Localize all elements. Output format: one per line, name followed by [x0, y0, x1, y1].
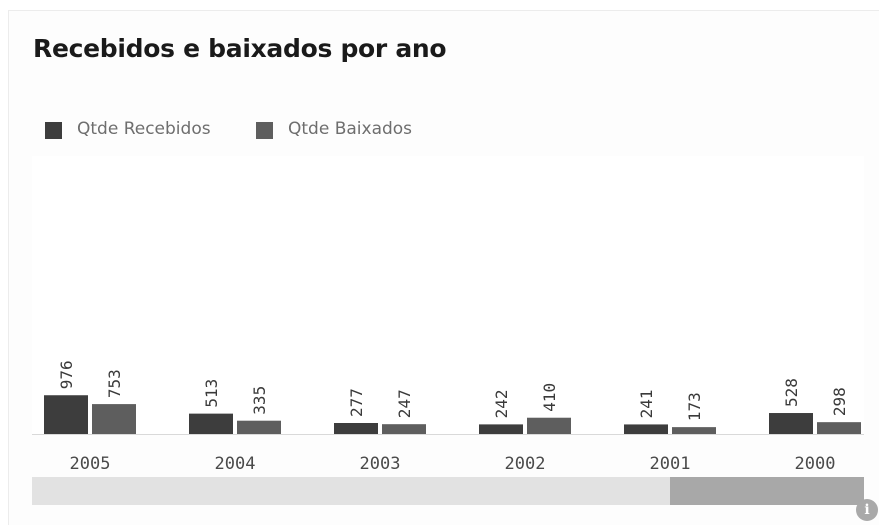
x-tick-label-2001: 2001 — [650, 454, 691, 474]
x-tick-label-2003: 2003 — [360, 454, 401, 474]
bar-2004-recebidos[interactable] — [189, 413, 233, 434]
bar-2003-baixados[interactable] — [382, 424, 426, 434]
legend-label-baixados: Qtde Baixados — [288, 119, 413, 139]
legend-swatch-baixados — [256, 122, 273, 139]
info-icon[interactable]: i — [856, 499, 878, 521]
value-label-2002-baixados: 410 — [540, 383, 559, 412]
value-label-2005-baixados: 753 — [105, 369, 124, 398]
bar-2005-recebidos[interactable] — [44, 395, 88, 434]
bar-2000-recebidos[interactable] — [769, 413, 813, 434]
x-tick-label-2005: 2005 — [70, 454, 111, 474]
bar-2003-recebidos[interactable] — [334, 422, 378, 434]
chart-scrollbar[interactable] — [32, 477, 864, 505]
bar-2002-recebidos[interactable] — [479, 424, 523, 434]
bar-2001-baixados[interactable] — [672, 427, 716, 434]
value-label-2003-recebidos: 277 — [347, 388, 366, 417]
bar-2002-baixados[interactable] — [527, 417, 571, 434]
x-tick-label-2004: 2004 — [215, 454, 256, 474]
value-label-2001-recebidos: 241 — [637, 390, 656, 419]
value-label-2004-baixados: 335 — [250, 386, 269, 415]
value-label-2002-recebidos: 242 — [492, 389, 511, 418]
value-label-2001-baixados: 173 — [685, 392, 704, 421]
chart-title: Recebidos e baixados por ano — [33, 34, 447, 63]
legend-label-recebidos: Qtde Recebidos — [77, 119, 211, 139]
legend-swatch-recebidos — [45, 122, 62, 139]
bar-2005-baixados[interactable] — [92, 404, 136, 434]
chart-scrollbar-thumb[interactable] — [670, 477, 864, 505]
value-label-2000-recebidos: 528 — [782, 378, 801, 407]
x-tick-label-2002: 2002 — [505, 454, 546, 474]
value-label-2004-recebidos: 513 — [202, 379, 221, 408]
x-tick-label-2000: 2000 — [795, 454, 836, 474]
plot-area — [32, 156, 864, 434]
value-label-2005-recebidos: 976 — [57, 360, 76, 389]
bar-2004-baixados[interactable] — [237, 420, 281, 434]
bar-2000-baixados[interactable] — [817, 422, 861, 434]
value-label-2000-baixados: 298 — [830, 387, 849, 416]
value-label-2003-baixados: 247 — [395, 389, 414, 418]
bar-2001-recebidos[interactable] — [624, 424, 668, 434]
